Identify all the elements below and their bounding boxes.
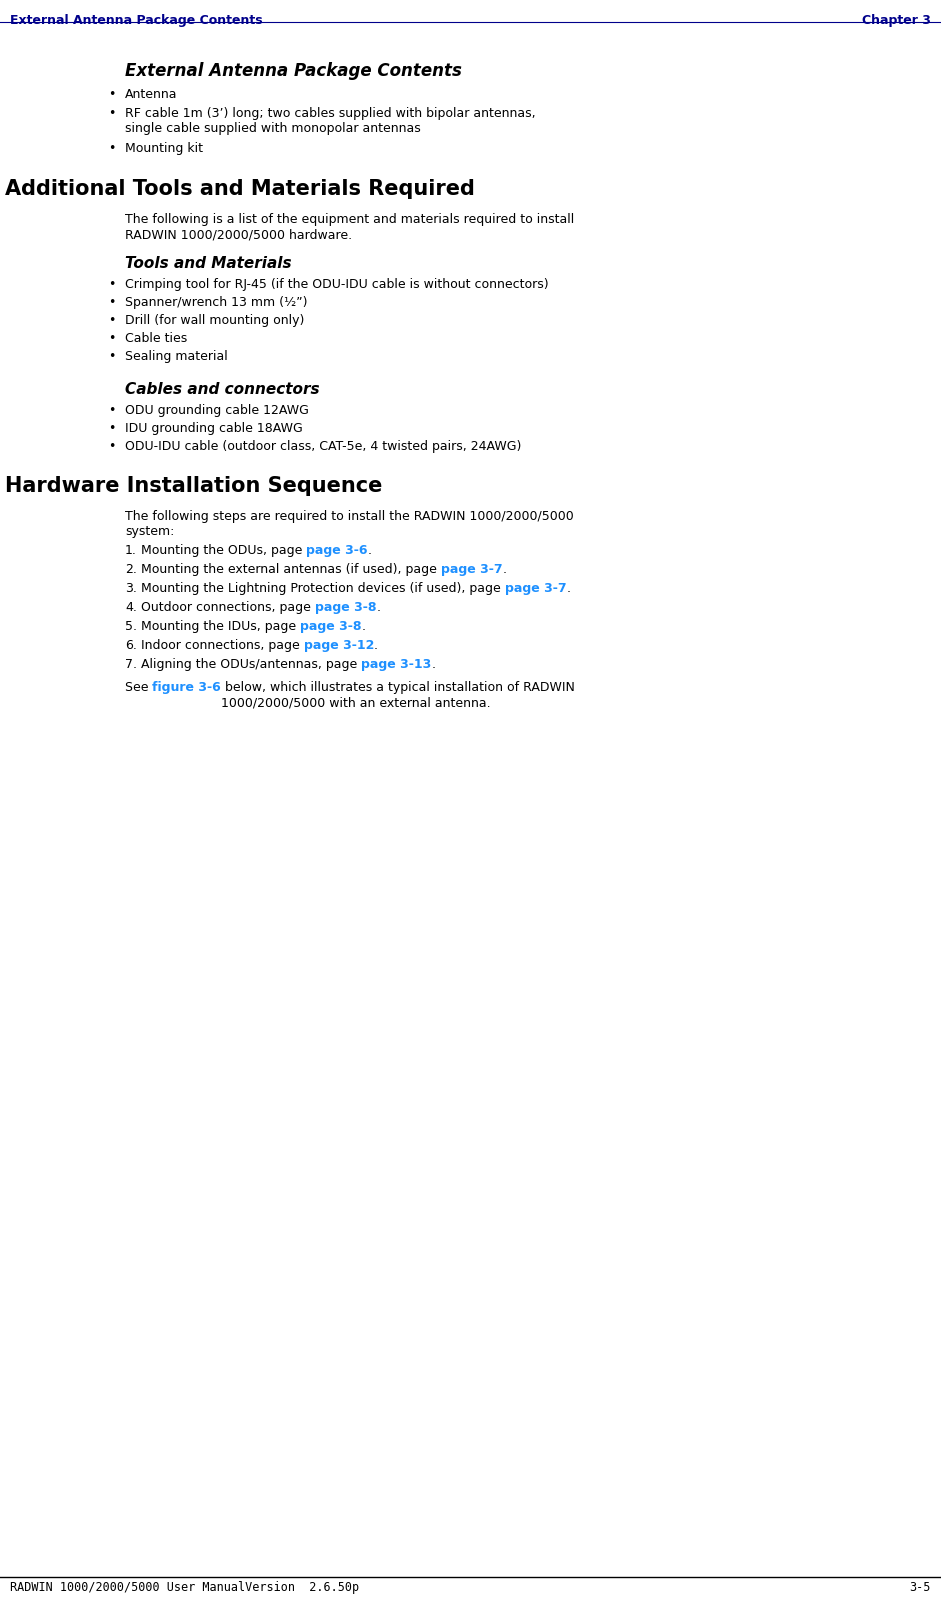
Text: Chapter 3: Chapter 3 [862,14,931,27]
Text: Sealing material: Sealing material [125,350,228,363]
Text: .: . [432,658,436,670]
Text: IDU grounding cable 18AWG: IDU grounding cable 18AWG [125,422,303,435]
Text: 7.: 7. [125,658,137,670]
Text: RADWIN 1000/2000/5000 User ManualVersion  2.6.50p: RADWIN 1000/2000/5000 User ManualVersion… [10,1582,359,1594]
Text: See: See [125,682,152,695]
Text: Additional Tools and Materials Required: Additional Tools and Materials Required [5,180,475,199]
Text: figure 3-6: figure 3-6 [152,682,221,695]
Text: .: . [376,602,380,614]
Text: •: • [108,314,116,327]
Text: page 3-13: page 3-13 [361,658,432,670]
Text: The following is a list of the equipment and materials required to install
RADWI: The following is a list of the equipment… [125,213,574,241]
Text: Antenna: Antenna [125,88,178,101]
Text: •: • [108,297,116,310]
Text: The following steps are required to install the RADWIN 1000/2000/5000
system:: The following steps are required to inst… [125,510,574,537]
Text: Indoor connections, page: Indoor connections, page [141,638,304,651]
Text: Mounting the Lightning Protection devices (if used), page: Mounting the Lightning Protection device… [141,582,504,595]
Text: Crimping tool for RJ-45 (if the ODU-IDU cable is without connectors): Crimping tool for RJ-45 (if the ODU-IDU … [125,277,549,290]
Text: •: • [108,422,116,435]
Text: •: • [108,143,116,156]
Text: page 3-8: page 3-8 [314,602,376,614]
Text: Mounting the IDUs, page: Mounting the IDUs, page [141,621,300,634]
Text: 4.: 4. [125,602,136,614]
Text: Cables and connectors: Cables and connectors [125,382,320,398]
Text: page 3-7: page 3-7 [440,563,502,576]
Text: .: . [374,638,378,651]
Text: below, which illustrates a typical installation of RADWIN
1000/2000/5000 with an: below, which illustrates a typical insta… [221,682,575,709]
Text: .: . [368,544,372,557]
Text: 1.: 1. [125,544,136,557]
Text: •: • [108,88,116,101]
Text: Mounting kit: Mounting kit [125,143,203,156]
Text: ODU grounding cable 12AWG: ODU grounding cable 12AWG [125,404,309,417]
Text: .: . [502,563,506,576]
Text: Hardware Installation Sequence: Hardware Installation Sequence [5,476,382,496]
Text: 3-5: 3-5 [910,1582,931,1594]
Text: Mounting the external antennas (if used), page: Mounting the external antennas (if used)… [141,563,440,576]
Text: •: • [108,277,116,290]
Text: Outdoor connections, page: Outdoor connections, page [141,602,314,614]
Text: 2.: 2. [125,563,136,576]
Text: Tools and Materials: Tools and Materials [125,257,292,271]
Text: Drill (for wall mounting only): Drill (for wall mounting only) [125,314,304,327]
Text: 6.: 6. [125,638,136,651]
Text: 3.: 3. [125,582,136,595]
Text: •: • [108,107,116,120]
Text: External Antenna Package Contents: External Antenna Package Contents [10,14,263,27]
Text: Mounting the ODUs, page: Mounting the ODUs, page [141,544,306,557]
Text: page 3-12: page 3-12 [304,638,374,651]
Text: Aligning the ODUs/antennas, page: Aligning the ODUs/antennas, page [141,658,361,670]
Text: •: • [108,404,116,417]
Text: Cable ties: Cable ties [125,332,187,345]
Text: Spanner/wrench 13 mm (½”): Spanner/wrench 13 mm (½”) [125,297,308,310]
Text: page 3-8: page 3-8 [300,621,361,634]
Text: •: • [108,439,116,452]
Text: ODU-IDU cable (outdoor class, CAT-5e, 4 twisted pairs, 24AWG): ODU-IDU cable (outdoor class, CAT-5e, 4 … [125,439,521,452]
Text: RF cable 1m (3’) long; two cables supplied with bipolar antennas,
single cable s: RF cable 1m (3’) long; two cables suppli… [125,107,535,135]
Text: •: • [108,350,116,363]
Text: •: • [108,332,116,345]
Text: page 3-7: page 3-7 [504,582,566,595]
Text: .: . [361,621,366,634]
Text: External Antenna Package Contents: External Antenna Package Contents [125,63,462,80]
Text: .: . [566,582,570,595]
Text: 5.: 5. [125,621,137,634]
Text: page 3-6: page 3-6 [306,544,368,557]
